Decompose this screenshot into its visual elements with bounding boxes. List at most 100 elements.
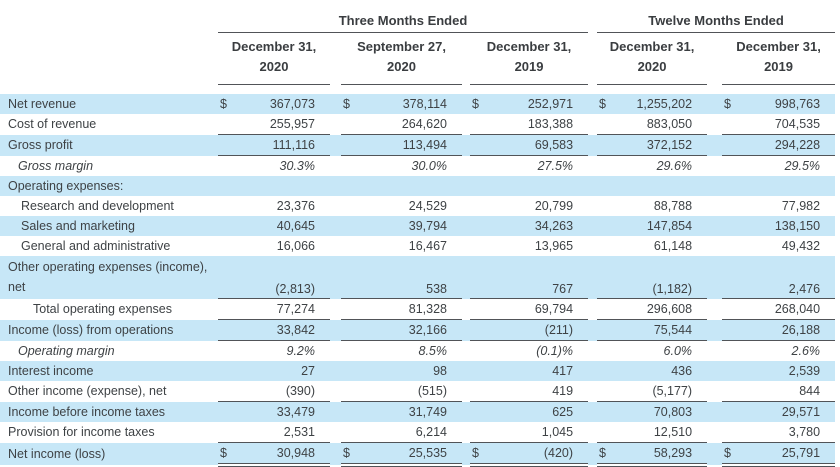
row-label: Net revenue bbox=[0, 94, 210, 114]
cell-value: 30.0% bbox=[411, 159, 447, 173]
table-row-income-from-operations: Income (loss) from operations 33,842 32,… bbox=[0, 319, 836, 341]
cell-value: 419 bbox=[552, 384, 574, 398]
cell-value: 33,842 bbox=[276, 323, 315, 337]
cell-value: 27.5% bbox=[537, 159, 574, 173]
cell-value: 24,529 bbox=[408, 199, 447, 213]
column-header: December 31, 2020 bbox=[218, 32, 330, 85]
table-row-gross-margin: Gross margin 30.3% 30.0% 27.5% 29.6% 29.… bbox=[0, 156, 835, 177]
column-header: September 27, 2020 bbox=[341, 32, 462, 85]
table-row-total-operating-expenses: Total operating expenses 77,274 81,328 6… bbox=[0, 298, 836, 320]
period-group-twelve-months: Twelve Months Ended bbox=[597, 6, 836, 33]
table-row-gross-profit: Gross profit 111,116 113,494 69,583 372,… bbox=[0, 134, 836, 156]
cell-value: 2,531 bbox=[283, 425, 315, 439]
cell-value: 2,539 bbox=[788, 364, 821, 378]
row-label: Cost of revenue bbox=[8, 117, 97, 132]
cell-value: 998,763 bbox=[774, 97, 821, 111]
cell-value: (211) bbox=[544, 323, 574, 337]
cell-value: 88,788 bbox=[653, 199, 693, 213]
cell-value: 25,535 bbox=[408, 446, 447, 460]
table-row-provision-for-income-taxes: Provision for income taxes 2,531 6,214 1… bbox=[0, 422, 836, 443]
table-row-research-and-development: Research and development 23,376 24,529 2… bbox=[0, 196, 835, 216]
table-row-net-revenue: Net revenue $367,073 $378,114 $252,971 $… bbox=[0, 94, 836, 114]
cell-value: 69,583 bbox=[534, 138, 574, 152]
cell-value: 30.3% bbox=[279, 159, 315, 173]
row-label: Total operating expenses bbox=[33, 302, 172, 316]
currency-symbol: $ bbox=[599, 446, 606, 460]
cell-value: 39,794 bbox=[408, 219, 447, 233]
cell-value: 113,494 bbox=[402, 138, 447, 152]
cell-value: 49,432 bbox=[781, 239, 821, 253]
column-header: December 31, 2019 bbox=[470, 32, 589, 85]
cell-value: 255,957 bbox=[269, 117, 315, 131]
column-header-row: December 31, 2020 September 27, 2020 Decem… bbox=[0, 32, 836, 85]
cell-value: 29,571 bbox=[781, 405, 821, 419]
row-label: Sales and marketing bbox=[0, 216, 210, 236]
row-label: Other income (expense), net bbox=[8, 384, 167, 399]
currency-symbol: $ bbox=[343, 97, 350, 111]
cell-value: 538 bbox=[426, 282, 447, 296]
income-statement-table: Three Months Ended Twelve Months Ended D… bbox=[0, 6, 836, 467]
table-row-operating-expenses-heading: Operating expenses: bbox=[0, 176, 836, 196]
cell-value: 77,274 bbox=[276, 302, 315, 316]
table-row-general-and-administrative: General and administrative 16,066 16,467… bbox=[0, 236, 835, 256]
cell-value: (515) bbox=[417, 384, 447, 398]
row-label: Research and development bbox=[21, 199, 174, 213]
cell-value: 2,476 bbox=[788, 282, 821, 296]
cell-value: 40,645 bbox=[276, 219, 315, 233]
currency-symbol: $ bbox=[472, 97, 479, 111]
cell-value: 183,388 bbox=[527, 117, 574, 131]
row-label: Income before income taxes bbox=[0, 401, 210, 422]
row-label: Other operating expenses (income), net bbox=[0, 256, 210, 299]
currency-symbol: $ bbox=[599, 97, 606, 111]
cell-value: 252,971 bbox=[527, 97, 574, 111]
cell-value: 29.6% bbox=[656, 159, 693, 173]
period-group-header-row: Three Months Ended Twelve Months Ended bbox=[0, 6, 836, 33]
cell-value: 32,166 bbox=[408, 323, 447, 337]
cell-value: 34,263 bbox=[534, 219, 574, 233]
cell-value: (390) bbox=[285, 384, 315, 398]
row-label: Operating expenses: bbox=[0, 176, 210, 196]
cell-value: 294,228 bbox=[774, 138, 821, 152]
table-row-other-operating-expenses-net: Other operating expenses (income), net (2… bbox=[0, 256, 836, 299]
table-row-other-income-expense-net: Other income (expense), net (390) (515) … bbox=[0, 381, 836, 402]
currency-symbol: $ bbox=[220, 97, 227, 111]
cell-value: 6,214 bbox=[415, 425, 447, 439]
cell-value: 2.6% bbox=[791, 344, 821, 358]
cell-value: 29.5% bbox=[784, 159, 821, 173]
table-row-sales-and-marketing: Sales and marketing 40,645 39,794 34,263… bbox=[0, 216, 836, 236]
cell-value: 98 bbox=[433, 364, 447, 378]
cell-value: 12,510 bbox=[653, 425, 693, 439]
cell-value: 1,255,202 bbox=[636, 97, 693, 111]
cell-value: 436 bbox=[671, 364, 693, 378]
cell-value: 8.5% bbox=[418, 344, 448, 358]
cell-value: 16,467 bbox=[408, 239, 447, 253]
cell-value: 33,479 bbox=[276, 405, 315, 419]
row-label: General and administrative bbox=[21, 239, 171, 253]
cell-value: 26,188 bbox=[781, 323, 821, 337]
cell-value: 23,376 bbox=[276, 199, 315, 213]
cell-value: 75,544 bbox=[653, 323, 693, 337]
cell-value: 16,066 bbox=[276, 239, 315, 253]
cell-value: 25,791 bbox=[781, 446, 821, 460]
row-label: Gross profit bbox=[0, 134, 210, 156]
row-label: Net income (loss) bbox=[0, 442, 210, 465]
cell-value: 138,150 bbox=[774, 219, 821, 233]
row-label: Operating margin bbox=[18, 343, 115, 358]
cell-value: 77,982 bbox=[781, 199, 821, 213]
cell-value: 70,803 bbox=[653, 405, 693, 419]
cell-value: 31,749 bbox=[408, 405, 447, 419]
cell-value: 625 bbox=[552, 405, 574, 419]
cell-value: 296,608 bbox=[646, 302, 693, 316]
table-row-income-before-income-taxes: Income before income taxes 33,479 31,749… bbox=[0, 401, 836, 422]
cell-value: 3,780 bbox=[788, 425, 821, 439]
cell-value: 147,854 bbox=[646, 219, 693, 233]
cell-value: 6.0% bbox=[663, 344, 693, 358]
currency-symbol: $ bbox=[472, 446, 479, 460]
cell-value: 1,045 bbox=[541, 425, 574, 439]
cell-value: 417 bbox=[552, 364, 574, 378]
cell-value: 20,799 bbox=[534, 199, 574, 213]
cell-value: (420) bbox=[543, 446, 574, 460]
currency-symbol: $ bbox=[343, 446, 350, 460]
cell-value: 27 bbox=[301, 364, 315, 378]
table-row-interest-income: Interest income 27 98 417 436 2,539 bbox=[0, 361, 836, 381]
